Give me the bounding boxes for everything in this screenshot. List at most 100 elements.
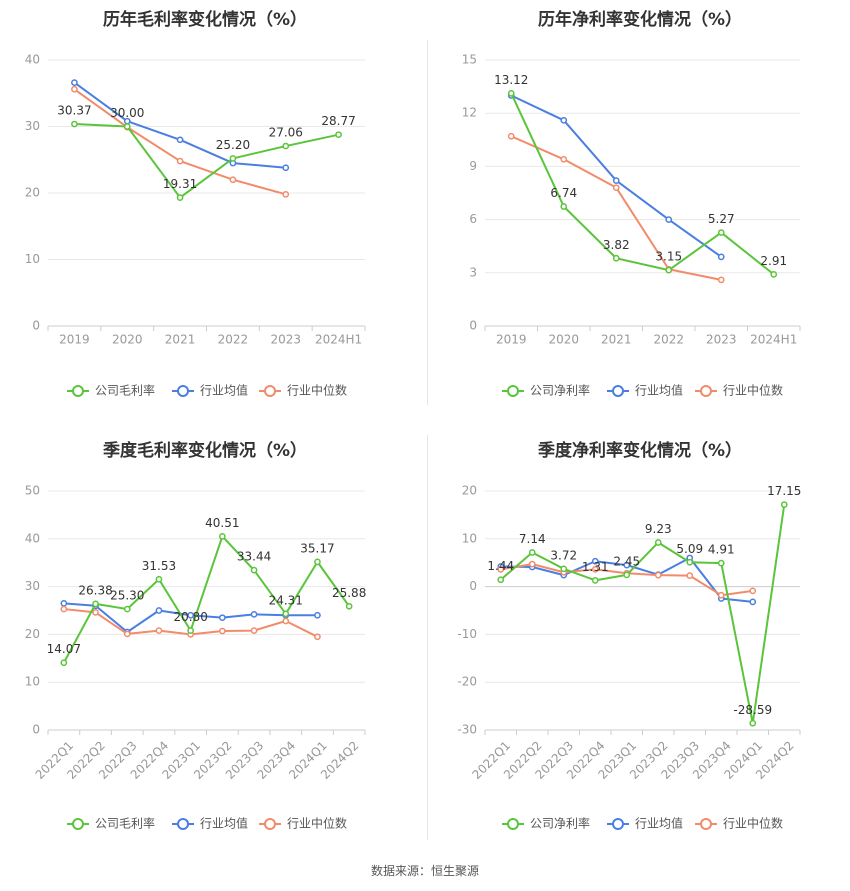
legend-marker xyxy=(264,385,276,397)
data-point-company xyxy=(176,194,184,201)
y-tick-label: 12 xyxy=(462,106,477,120)
legend-label: 公司毛利率 xyxy=(95,383,155,398)
chart-title: 历年毛利率变化情况（%） xyxy=(103,9,307,30)
data-point-industry_median xyxy=(282,617,290,625)
data-point-industry_avg xyxy=(612,177,620,184)
y-tick-label: 0 xyxy=(32,723,40,737)
legend-marker xyxy=(177,385,189,397)
data-label: 6.74 xyxy=(550,186,577,200)
data-label: 3.82 xyxy=(603,238,630,252)
chart-panel-1: 历年毛利率变化情况（%） 0 10 20 30 40 2019 2020 2021 2022 202… xyxy=(25,9,366,398)
data-label: 1.44 xyxy=(487,559,514,573)
x-tick-label: 2019 xyxy=(496,333,527,347)
y-tick-label: -10 xyxy=(457,627,477,641)
chart-panel-2: 历年净利率变化情况（%） 0 3 6 9 12 15 2019 2020 2021 2022 2023… xyxy=(462,9,801,398)
x-tick-label: 2024H1 xyxy=(315,333,362,347)
x-tick-label: 2021 xyxy=(601,333,632,347)
legend-label: 行业中位数 xyxy=(723,383,783,398)
x-tick-label: 2023 xyxy=(270,333,301,347)
data-point-company xyxy=(60,659,68,667)
data-label: 2.91 xyxy=(760,254,787,268)
data-point-industry_avg xyxy=(71,79,78,86)
data-point-company xyxy=(654,539,662,546)
data-point-company xyxy=(665,266,673,274)
data-point-industry_median xyxy=(176,157,184,165)
data-point-industry_median xyxy=(497,566,505,573)
y-tick-label: 40 xyxy=(25,531,40,545)
data-label: 19.31 xyxy=(163,177,197,191)
data-point-company xyxy=(123,605,131,613)
data-point-industry_avg xyxy=(176,136,184,144)
data-point-industry_median xyxy=(749,587,757,595)
y-tick-label: 20 xyxy=(25,627,40,641)
legend-label: 公司净利率 xyxy=(530,816,590,831)
legend-marker xyxy=(72,818,84,830)
data-point-company xyxy=(780,501,788,508)
legend-item-industry_avg: 行业均值 xyxy=(172,383,248,398)
data-label: 2.45 xyxy=(613,554,640,568)
data-label: 30.00 xyxy=(110,106,144,120)
data-source-note: 数据来源：恒生聚源 xyxy=(370,864,479,878)
y-tick-label: 6 xyxy=(469,212,477,226)
data-point-industry_median xyxy=(282,190,290,198)
data-point-industry_median xyxy=(686,572,694,579)
data-point-industry_median xyxy=(219,627,226,635)
data-point-company xyxy=(71,120,78,128)
data-label: 40.51 xyxy=(205,516,239,530)
legend-label: 行业中位数 xyxy=(287,816,347,831)
legend-item-industry_avg: 行业均值 xyxy=(607,383,683,398)
data-point-industry_median xyxy=(560,155,568,163)
data-point-industry_median xyxy=(92,609,99,616)
y-tick-label: 30 xyxy=(25,579,40,593)
y-tick-label: 10 xyxy=(462,531,477,545)
data-point-industry_avg xyxy=(187,611,194,619)
data-label: 33.44 xyxy=(237,550,271,564)
data-point-industry_avg xyxy=(250,610,258,618)
legend-item-company: 公司净利率 xyxy=(502,383,590,398)
data-point-industry_avg xyxy=(591,557,599,565)
y-tick-label: 10 xyxy=(25,252,40,266)
data-label: 25.88 xyxy=(332,586,366,600)
y-tick-label: 40 xyxy=(25,53,40,67)
data-point-industry_avg xyxy=(314,611,321,619)
data-point-company xyxy=(507,89,515,97)
chart-title: 季度毛利率变化情况（%） xyxy=(103,440,307,461)
chart-panel-3: 季度毛利率变化情况（%）010203040502022Q12022Q22022Q… xyxy=(25,440,367,831)
data-point-industry_avg xyxy=(717,253,725,261)
data-point-company xyxy=(686,558,694,566)
data-point-company xyxy=(250,566,258,574)
series-line-industry_avg xyxy=(510,94,722,258)
legend-label: 行业均值 xyxy=(200,816,248,831)
legend-marker xyxy=(72,385,84,397)
data-point-industry_median xyxy=(717,276,725,284)
data-point-industry_avg xyxy=(155,607,163,614)
data-point-company xyxy=(749,719,757,727)
data-label: 1.31 xyxy=(582,560,609,574)
data-label: 35.17 xyxy=(300,541,334,555)
x-tick-label: 2020 xyxy=(112,333,143,347)
data-label: 25.20 xyxy=(216,138,250,152)
legend-marker xyxy=(507,385,519,397)
data-point-industry_median xyxy=(314,633,321,641)
data-point-industry_median xyxy=(60,605,68,613)
legend-item-industry_median: 行业中位数 xyxy=(259,816,347,831)
y-tick-label: 3 xyxy=(469,265,477,279)
data-point-industry_median xyxy=(528,560,536,568)
data-label: 17.15 xyxy=(767,484,801,498)
legend-item-industry_avg: 行业均值 xyxy=(172,816,248,831)
data-point-company xyxy=(770,271,778,278)
data-point-company xyxy=(187,627,194,634)
data-point-industry_avg xyxy=(749,598,757,606)
legend-marker xyxy=(700,818,712,830)
data-label: 9.23 xyxy=(645,522,672,536)
y-tick-label: 0 xyxy=(469,579,477,593)
x-tick-label: 2024H1 xyxy=(750,333,797,347)
data-point-company xyxy=(345,602,353,610)
series-line-company xyxy=(500,504,786,725)
data-label: 4.91 xyxy=(708,543,735,557)
legend-marker xyxy=(612,818,624,830)
data-point-company xyxy=(155,575,163,583)
legend-label: 行业中位数 xyxy=(723,816,783,831)
data-point-company xyxy=(612,254,620,262)
vertical-divider-bottom xyxy=(427,435,428,840)
